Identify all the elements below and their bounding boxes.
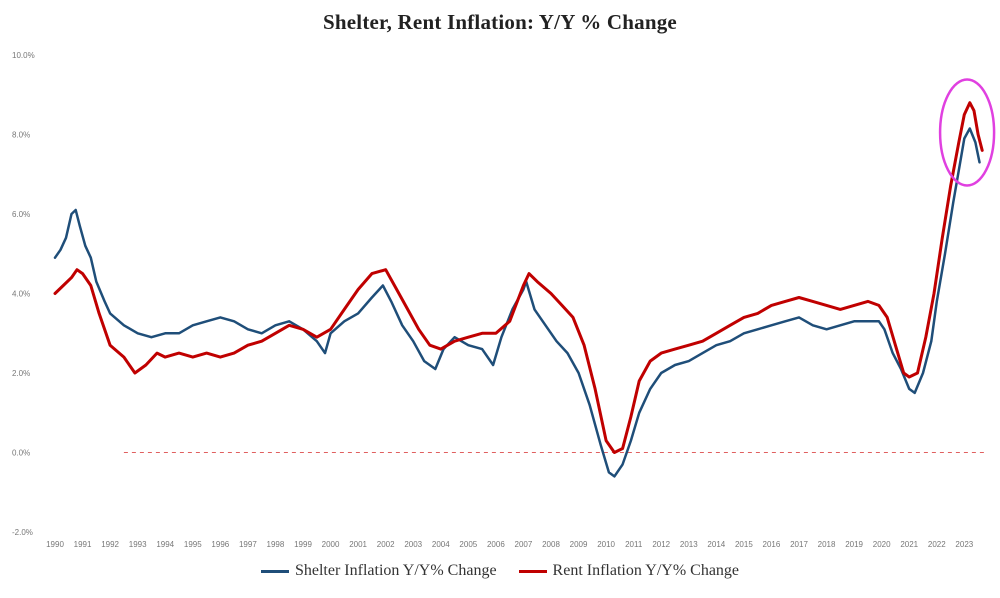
x-tick-label: 2001 [349, 540, 367, 549]
x-tick-label: 1996 [211, 540, 229, 549]
legend-label-rent: Rent Inflation Y/Y% Change [552, 562, 740, 579]
legend-item-shelter: Shelter Inflation Y/Y% Change [260, 562, 497, 580]
chart-title: Shelter, Rent Inflation: Y/Y % Change [323, 10, 677, 34]
x-tick-label: 2022 [928, 540, 946, 549]
annotation-layer [938, 78, 996, 187]
x-tick-label: 2023 [955, 540, 973, 549]
x-tick-label: 1995 [184, 540, 202, 549]
x-tick-label: 2015 [735, 540, 753, 549]
x-tick-label: 2004 [432, 540, 450, 549]
series-line-rent [53, 101, 984, 454]
y-tick-label: 8.0% [12, 131, 30, 140]
x-tick-label: 1992 [101, 540, 119, 549]
x-tick-label: 1997 [239, 540, 257, 549]
y-tick-label: 2.0% [12, 369, 30, 378]
legend-label-shelter: Shelter Inflation Y/Y% Change [294, 562, 497, 579]
series-lines [53, 101, 984, 478]
y-tick-label: 4.0% [12, 290, 30, 299]
legend: Shelter Inflation Y/Y% Change Rent Infla… [0, 562, 1000, 580]
x-tick-label: 2002 [377, 540, 395, 549]
x-tick-label: 2003 [404, 540, 422, 549]
legend-swatch-rent [518, 569, 547, 573]
x-tick-label: 2011 [625, 540, 643, 549]
x-tick-label: 2017 [790, 540, 808, 549]
x-tick-label: 1994 [156, 540, 174, 549]
x-tick-label: 1991 [74, 540, 92, 549]
x-tick-label: 2018 [818, 540, 836, 549]
x-axis-ticks: 1990 1991 1992 1993 1994 1995 1996 1997 1998 1999… [46, 540, 974, 549]
highlight-circle [938, 78, 996, 187]
x-tick-label: 2005 [459, 540, 477, 549]
x-tick-label: 2013 [680, 540, 698, 549]
legend-item-rent: Rent Inflation Y/Y% Change [518, 562, 740, 580]
y-axis-ticks: -2.0% 0.0% 2.0% 4.0% 6.0% 8.0% 10.0% [12, 51, 35, 537]
x-tick-label: 2019 [845, 540, 863, 549]
x-tick-label: 2020 [873, 540, 891, 549]
x-tick-label: 1999 [294, 540, 312, 549]
x-tick-label: 1993 [129, 540, 147, 549]
x-tick-label: 2021 [900, 540, 918, 549]
x-tick-label: 2010 [597, 540, 615, 549]
x-tick-label: 2000 [322, 540, 340, 549]
x-tick-label: 2012 [652, 540, 670, 549]
x-tick-label: 2014 [707, 540, 725, 549]
legend-swatch-shelter [260, 569, 289, 573]
x-tick-label: 1990 [46, 540, 64, 549]
x-tick-label: 2006 [487, 540, 505, 549]
y-tick-label: 6.0% [12, 210, 30, 219]
x-tick-label: 2009 [570, 540, 588, 549]
x-tick-label: 2007 [515, 540, 533, 549]
y-tick-label: -2.0% [12, 528, 33, 537]
x-tick-label: 1998 [267, 540, 285, 549]
x-tick-label: 2008 [542, 540, 560, 549]
y-tick-label: 0.0% [12, 449, 30, 458]
y-tick-label: 10.0% [12, 51, 35, 60]
x-tick-label: 2016 [763, 540, 781, 549]
